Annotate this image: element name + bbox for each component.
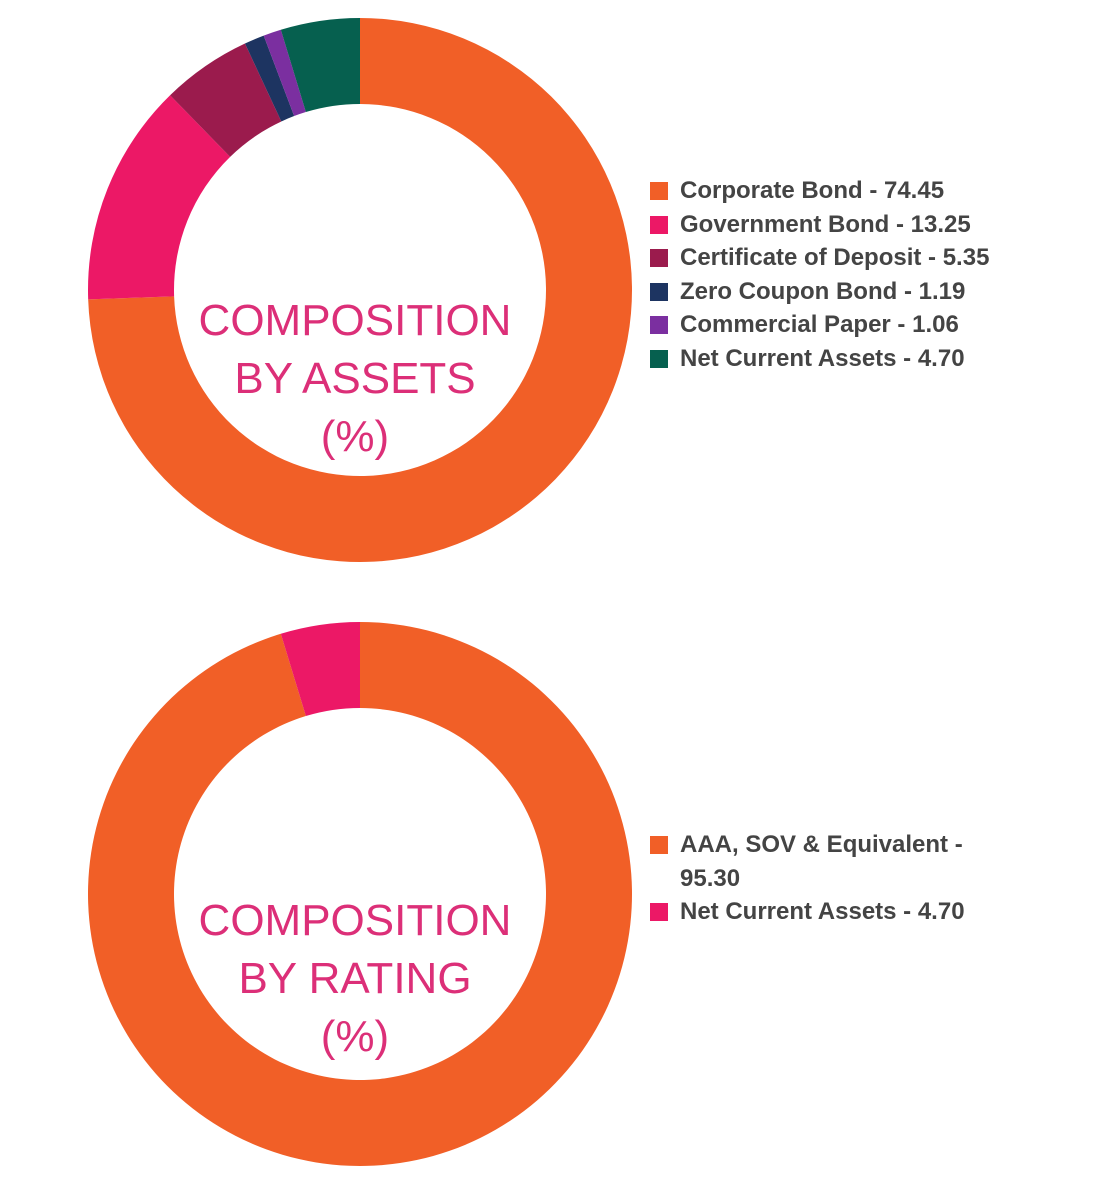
legend-label-line-2: 95.30 xyxy=(680,864,741,892)
rating-title-line-3: (%) xyxy=(320,1012,390,1061)
rating-chart: COMPOSITION BY RATING (%) AAA, SOV & Equ… xyxy=(0,614,1093,1174)
legend-swatch xyxy=(650,349,668,368)
rating-title-line-2: BY RATING xyxy=(238,954,472,1003)
assets-title-line-1: COMPOSITION xyxy=(198,296,512,345)
slice-aaa-sov-equivalent xyxy=(87,622,632,1166)
slice-commercial-paper xyxy=(263,29,306,117)
legend-item-zero-coupon-bond: Zero Coupon Bond - 1.19 xyxy=(650,275,1080,309)
assets-chart: COMPOSITION BY ASSETS (%) Corporate Bond… xyxy=(0,10,1093,570)
rating-donut xyxy=(87,622,632,1166)
assets-title-line-3: (%) xyxy=(320,412,390,461)
legend-item-government-bond: Government Bond - 13.25 xyxy=(650,208,1080,242)
slice-certificate-of-deposit xyxy=(170,43,282,157)
legend-item-certificate-of-deposit: Certificate of Deposit - 5.35 xyxy=(650,241,1080,275)
legend-label: Zero Coupon Bond - 1.19 xyxy=(680,277,966,305)
slice-zero-coupon-bond xyxy=(244,35,295,122)
legend-label: Government Bond - 13.25 xyxy=(680,210,971,238)
legend-item-net-current-assets: Net Current Assets - 4.70 xyxy=(650,895,1080,929)
legend-label: Corporate Bond - 74.45 xyxy=(680,177,945,204)
legend-label-line-1: AAA, SOV & Equivalent - xyxy=(680,831,963,858)
legend-label: Net Current Assets - 4.70 xyxy=(680,898,965,925)
assets-legend: Corporate Bond - 74.45 Government Bond -… xyxy=(650,174,1080,375)
legend-swatch xyxy=(650,903,668,921)
legend-swatch xyxy=(650,836,668,854)
legend-label: Commercial Paper - 1.06 xyxy=(680,311,959,338)
legend-item-corporate-bond: Corporate Bond - 74.45 xyxy=(650,174,1080,208)
legend-swatch xyxy=(650,215,668,234)
rating-title-line-1: COMPOSITION xyxy=(198,896,512,945)
legend-label: Certificate of Deposit - 5.35 xyxy=(680,244,990,271)
rating-center-title: COMPOSITION BY RATING (%) xyxy=(145,892,565,1066)
legend-item-commercial-paper: Commercial Paper - 1.06 xyxy=(650,308,1080,342)
legend-item-aaa-sov-equivalent: AAA, SOV & Equivalent - 95.30 xyxy=(650,828,1080,895)
legend-swatch xyxy=(650,282,668,301)
assets-title-line-2: BY ASSETS xyxy=(234,354,476,403)
legend-label: Net Current Assets - 4.70 xyxy=(680,344,965,372)
legend-swatch xyxy=(650,182,668,200)
slice-net-current-assets xyxy=(280,18,360,113)
assets-center-title: COMPOSITION BY ASSETS (%) xyxy=(145,292,565,466)
legend-swatch xyxy=(650,316,668,334)
assets-donut xyxy=(88,18,632,562)
rating-legend: AAA, SOV & Equivalent - 95.30 Net Current… xyxy=(650,828,1080,929)
legend-item-net-current-assets: Net Current Assets - 4.70 xyxy=(650,342,1080,376)
slice-corporate-bond xyxy=(88,18,632,562)
legend-swatch xyxy=(650,249,668,267)
slice-net-current-assets xyxy=(280,622,360,717)
slice-government-bond xyxy=(88,95,231,300)
